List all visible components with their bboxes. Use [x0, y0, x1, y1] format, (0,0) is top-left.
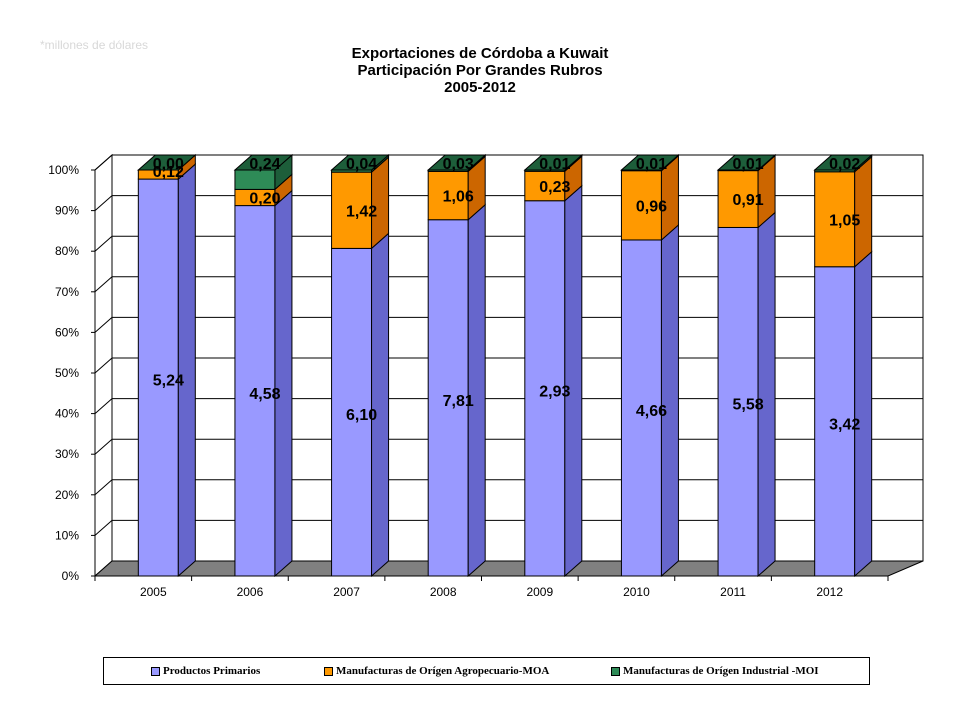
data-label-moa: 0,12 — [153, 164, 184, 181]
bar-side-primarios — [660, 223, 679, 578]
legend-label-moa: Manufacturas de Orígen Agropecuario-MOA — [336, 665, 550, 677]
bar-segment-primarios — [524, 200, 566, 577]
legend-label-moi: Manufacturas de Orígen Industrial -MOI — [623, 665, 819, 677]
bar-top-moi — [330, 154, 390, 171]
data-label-moi: 0,03 — [443, 156, 474, 173]
x-tick-label: 2006 — [237, 585, 264, 599]
data-label-moi: 0,01 — [636, 156, 667, 173]
data-label-primarios: 5,24 — [153, 373, 184, 390]
y-tick-label: 70% — [55, 285, 79, 299]
gridline-side — [94, 479, 113, 496]
bar-top-moi — [426, 154, 487, 171]
x-tick-label: 2005 — [140, 585, 167, 599]
bar-top-moi — [620, 154, 680, 171]
data-label-primarios: 3,42 — [829, 416, 860, 433]
x-tick-label: 2007 — [333, 585, 360, 599]
data-label-moi: 0,01 — [539, 156, 570, 173]
chart-title-line: Participación Por Grandes Rubros — [357, 62, 602, 79]
bar-side-primarios — [854, 250, 873, 578]
bar-side-primarios — [177, 162, 196, 578]
legend-swatch-primarios — [151, 666, 160, 676]
x-tick-label: 2010 — [623, 585, 650, 599]
legend-swatch-moa — [324, 666, 333, 676]
bar-top-moi — [716, 154, 777, 171]
data-label-moa: 0,20 — [249, 191, 280, 208]
y-tick-label: 100% — [48, 163, 79, 177]
data-label-primarios: 6,10 — [346, 407, 377, 424]
y-tick-label: 80% — [55, 244, 79, 258]
data-label-primarios: 4,66 — [636, 403, 667, 420]
gridline-side — [94, 317, 113, 333]
bar-segment-moa — [427, 170, 469, 221]
y-tick-label: 10% — [55, 528, 79, 542]
bar-side-primarios — [467, 203, 486, 578]
bar-segment-primarios — [234, 205, 276, 577]
bar-top-moi — [136, 154, 197, 171]
data-label-moa: 1,05 — [829, 212, 860, 229]
x-tick-label: 2012 — [816, 585, 843, 599]
gridline-side — [94, 276, 113, 293]
gridline-side — [94, 398, 113, 414]
data-label-primarios: 2,93 — [539, 383, 570, 400]
data-label-moa: 0,91 — [732, 192, 763, 209]
y-tick-label: 90% — [55, 204, 79, 218]
legend-swatch-moi — [611, 666, 620, 676]
bar-segment-primarios — [814, 266, 856, 577]
chart-floor — [93, 560, 924, 577]
bar-top-moi — [523, 154, 584, 171]
chart-legend: Productos Primarios Manufacturas de Oríg… — [103, 657, 870, 685]
data-label-moi: 0,04 — [346, 156, 377, 173]
bar-segment-primarios — [717, 226, 759, 577]
bar-top-moi — [813, 154, 874, 171]
gridline-side — [94, 520, 113, 536]
gridline-side — [94, 235, 113, 252]
gridline-side — [94, 357, 113, 374]
legend-item-moa: Manufacturas de Orígen Agropecuario-MOA — [324, 665, 549, 677]
bar-side-primarios — [274, 189, 293, 578]
legend-item-moi: Manufacturas de Orígen Industrial -MOI — [611, 665, 819, 677]
legend-item-primarios: Productos Primarios — [151, 665, 260, 677]
units-note: *millones de dólares — [40, 38, 149, 52]
data-label-moa: 0,96 — [636, 198, 667, 215]
legend-label-primarios: Productos Primarios — [163, 665, 261, 677]
bar-top-moi — [233, 154, 294, 171]
data-label-moa: 0,23 — [539, 179, 570, 196]
x-tick-label: 2008 — [430, 585, 457, 599]
y-tick-label: 40% — [55, 407, 79, 421]
data-label-primarios: 7,81 — [443, 393, 474, 410]
y-tick-label: 60% — [55, 325, 79, 339]
y-tick-label: 50% — [55, 366, 79, 380]
y-tick-label: 20% — [55, 488, 79, 502]
bar-side-primarios — [371, 232, 390, 578]
gridline-side — [94, 195, 113, 211]
data-label-moi: 0,24 — [249, 156, 280, 173]
x-tick-label: 2009 — [526, 585, 553, 599]
data-label-primarios: 5,58 — [732, 397, 763, 414]
data-label-moa: 1,06 — [443, 189, 474, 206]
bar-segment-moa — [717, 170, 759, 228]
y-tick-label: 30% — [55, 447, 79, 461]
x-tick-label: 2011 — [720, 585, 746, 599]
data-label-moi: 0,01 — [732, 156, 763, 173]
bar-side-primarios — [564, 184, 583, 578]
y-tick-label: 0% — [62, 569, 80, 583]
gridline-side — [94, 154, 113, 171]
chart-title-line: 2005-2012 — [444, 79, 516, 96]
gridline-side — [94, 438, 113, 455]
data-label-moi: 0,00 — [153, 156, 184, 173]
bar-side-primarios — [757, 211, 776, 578]
chart-title-line: Exportaciones de Córdoba a Kuwait — [352, 45, 609, 62]
data-label-moa: 1,42 — [346, 203, 377, 220]
bar-segment-moa — [331, 171, 373, 249]
data-label-moi: 0,02 — [829, 156, 860, 173]
bar-segment-moa — [620, 170, 662, 241]
data-label-primarios: 4,58 — [249, 386, 280, 403]
